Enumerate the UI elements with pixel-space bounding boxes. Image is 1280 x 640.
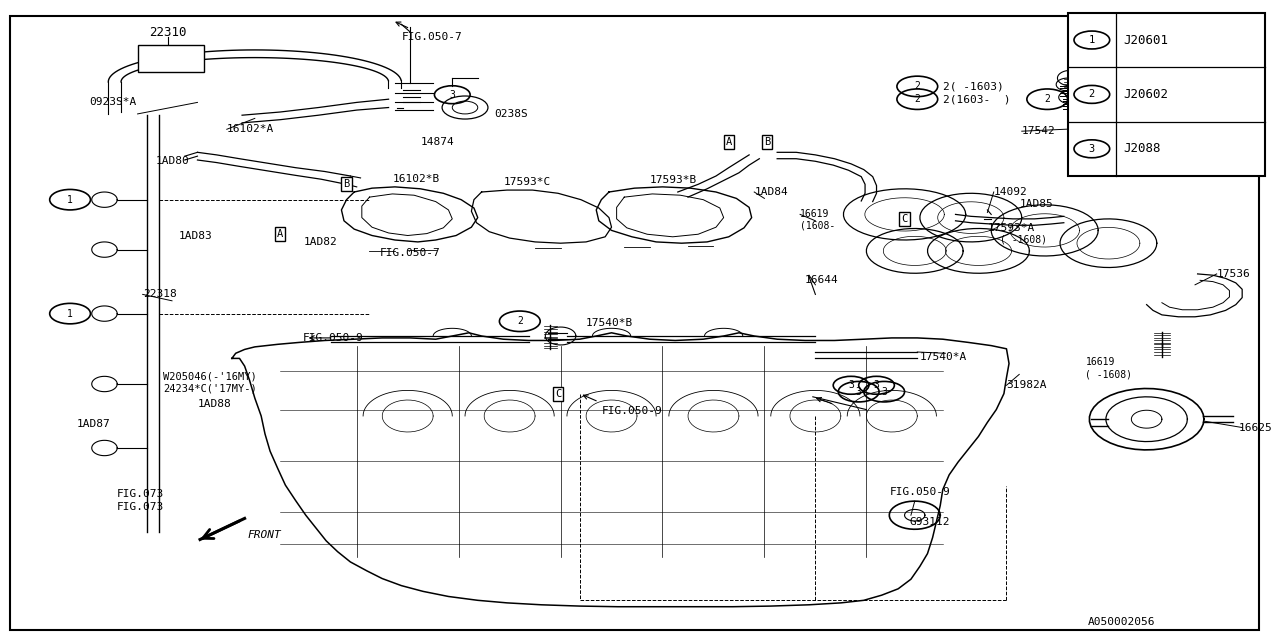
Text: 1AD82: 1AD82 bbox=[303, 237, 337, 247]
Text: 17593*A: 17593*A bbox=[987, 223, 1034, 233]
Text: 1AD83: 1AD83 bbox=[178, 230, 212, 241]
Text: 1: 1 bbox=[1089, 35, 1094, 45]
Text: 17540*B: 17540*B bbox=[586, 318, 634, 328]
Text: J2088: J2088 bbox=[1124, 142, 1161, 156]
Text: 1AD84: 1AD84 bbox=[754, 187, 788, 197]
Text: ( -1608): ( -1608) bbox=[1000, 234, 1047, 244]
Bar bbox=[1068, 13, 1265, 176]
Text: FRONT: FRONT bbox=[247, 530, 280, 540]
Text: A: A bbox=[726, 137, 732, 147]
Text: B: B bbox=[343, 179, 349, 189]
Text: 16102*B: 16102*B bbox=[393, 174, 439, 184]
Text: 17542: 17542 bbox=[1021, 126, 1056, 136]
Text: 0923S*A: 0923S*A bbox=[90, 97, 137, 108]
Text: ( -1608): ( -1608) bbox=[1085, 369, 1133, 380]
Text: 16619: 16619 bbox=[1085, 356, 1115, 367]
Text: 3: 3 bbox=[849, 380, 854, 390]
Text: 3: 3 bbox=[856, 387, 861, 397]
Text: FIG.050-9: FIG.050-9 bbox=[602, 406, 662, 416]
Text: B: B bbox=[764, 137, 771, 147]
Text: 2: 2 bbox=[1044, 94, 1050, 104]
Text: 2: 2 bbox=[517, 316, 522, 326]
Text: (1608-: (1608- bbox=[800, 221, 836, 231]
Text: 16625: 16625 bbox=[1238, 422, 1272, 433]
Text: 1: 1 bbox=[67, 308, 73, 319]
Text: 1AD87: 1AD87 bbox=[77, 419, 110, 429]
Text: 24234*C('17MY-): 24234*C('17MY-) bbox=[163, 383, 257, 394]
Text: 17593*B: 17593*B bbox=[650, 175, 698, 186]
Bar bbox=[137, 45, 204, 72]
Text: 2: 2 bbox=[1089, 90, 1094, 99]
Text: C: C bbox=[901, 214, 908, 224]
Text: C: C bbox=[556, 388, 561, 399]
Text: 2(1603-  ): 2(1603- ) bbox=[943, 94, 1010, 104]
Text: A050002056: A050002056 bbox=[1088, 617, 1155, 627]
Text: 17593*C: 17593*C bbox=[503, 177, 550, 188]
Text: 22318: 22318 bbox=[142, 289, 177, 300]
Text: 3: 3 bbox=[881, 387, 887, 397]
Text: 22310: 22310 bbox=[150, 26, 187, 38]
Text: 1: 1 bbox=[67, 195, 73, 205]
Text: FIG.073: FIG.073 bbox=[118, 489, 164, 499]
Text: 2( -1603): 2( -1603) bbox=[943, 81, 1004, 92]
Text: 3: 3 bbox=[873, 380, 879, 390]
Text: 16102*A: 16102*A bbox=[227, 124, 274, 134]
Text: 14092: 14092 bbox=[993, 187, 1028, 197]
Text: 3: 3 bbox=[1089, 144, 1094, 154]
Text: 1AD88: 1AD88 bbox=[197, 399, 232, 410]
Text: 31982A: 31982A bbox=[1006, 380, 1047, 390]
Text: 16644: 16644 bbox=[805, 275, 838, 285]
Text: 14874: 14874 bbox=[420, 137, 454, 147]
Text: FIG.050-9: FIG.050-9 bbox=[303, 333, 364, 343]
Text: 17536: 17536 bbox=[1217, 269, 1251, 279]
Text: 0238S: 0238S bbox=[494, 109, 529, 119]
Text: W205046(-'16MY): W205046(-'16MY) bbox=[163, 371, 257, 381]
Text: A: A bbox=[278, 228, 283, 239]
Text: J20601: J20601 bbox=[1124, 33, 1169, 47]
Text: FIG.050-7: FIG.050-7 bbox=[402, 32, 462, 42]
Text: FIG.050-7: FIG.050-7 bbox=[380, 248, 440, 258]
Text: 3: 3 bbox=[449, 90, 456, 100]
Text: 1AD85: 1AD85 bbox=[1019, 198, 1053, 209]
Text: FIG.073: FIG.073 bbox=[118, 502, 164, 512]
Text: 1AD80: 1AD80 bbox=[155, 156, 189, 166]
Text: FIG.050-9: FIG.050-9 bbox=[890, 486, 950, 497]
Text: G93112: G93112 bbox=[910, 516, 950, 527]
Text: 2: 2 bbox=[914, 94, 920, 104]
Text: 17540*A: 17540*A bbox=[920, 352, 968, 362]
Text: 2: 2 bbox=[914, 81, 920, 92]
Text: 16619: 16619 bbox=[800, 209, 829, 220]
Text: J20602: J20602 bbox=[1124, 88, 1169, 101]
